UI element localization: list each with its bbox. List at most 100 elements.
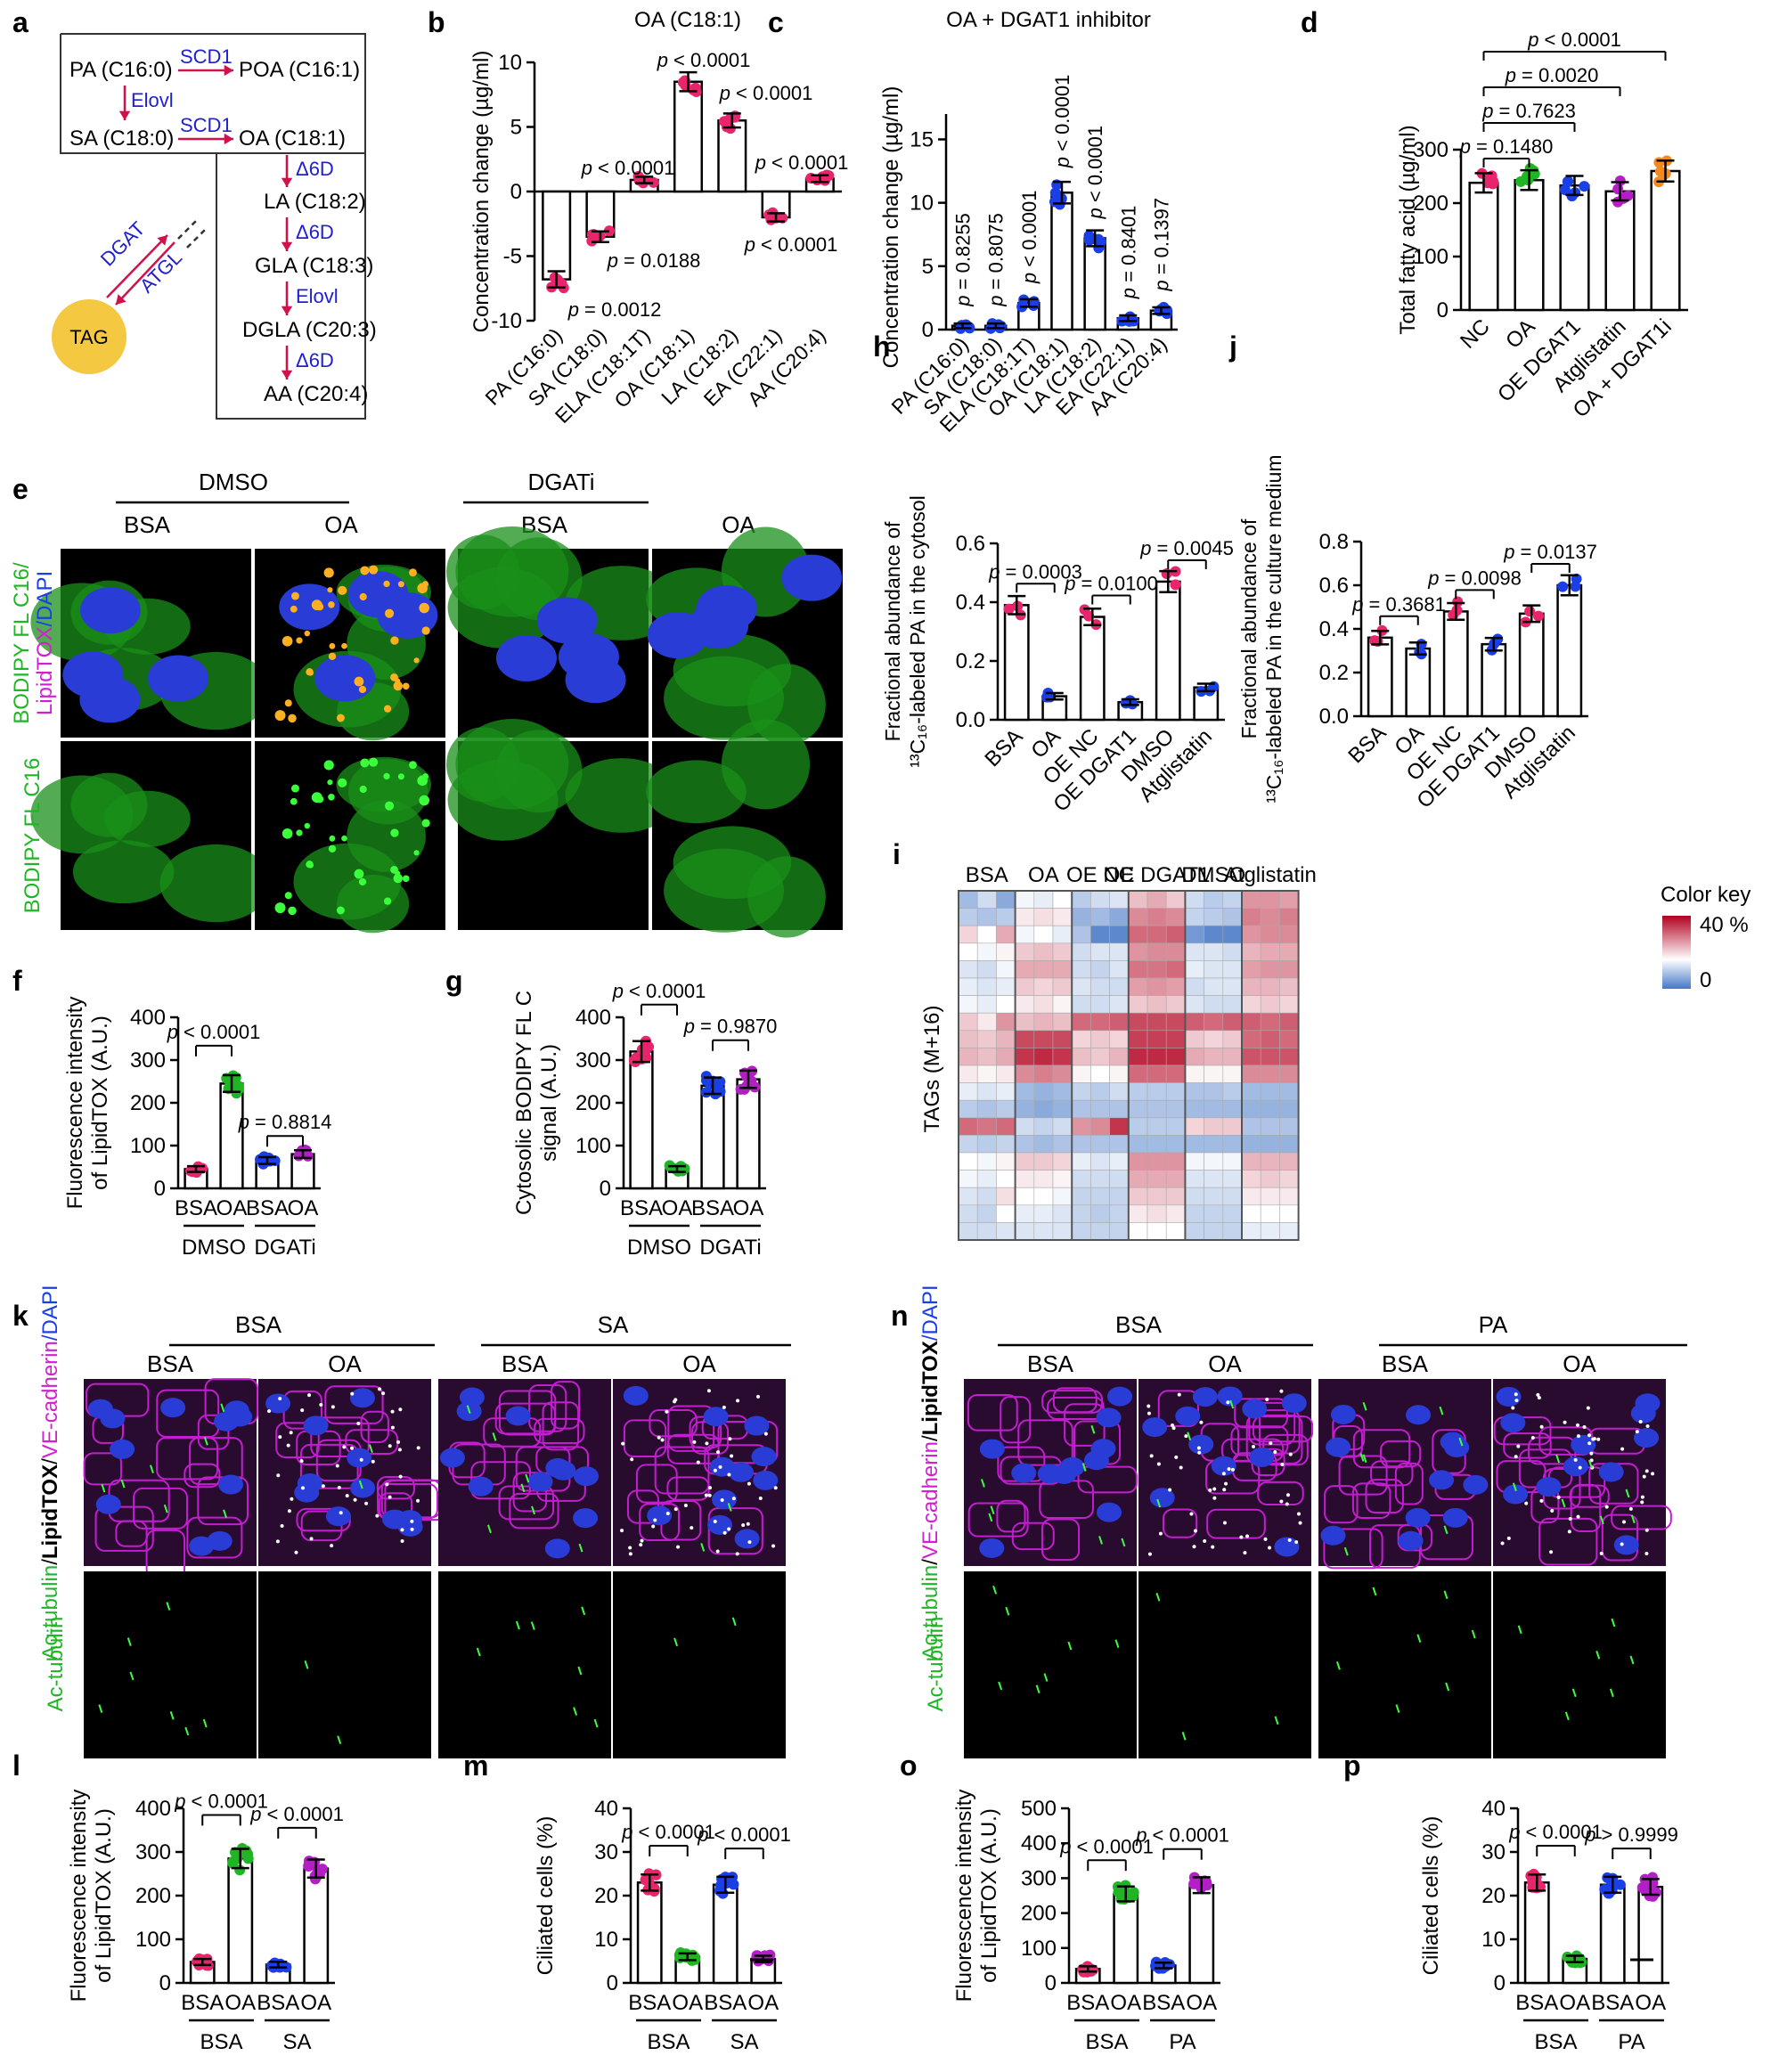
heatmap-cell [976,960,997,979]
heatmap-cell [1033,1082,1054,1101]
cell-junction [1047,1396,1105,1421]
heatmap-cell [1204,1012,1224,1032]
lipid-droplet [390,1425,395,1430]
group-label: SA [730,2030,758,2054]
lipid-droplet [720,1497,724,1502]
nucleus [314,655,376,702]
bar [636,1881,663,1985]
heatmap-cell [1165,1048,1186,1066]
micrographs-panel_k: BSA SA BSA OA BSA OA Ac-tubulin/LipidTOX/VE-ca… [38,1285,791,1962]
data-point [227,1856,239,1867]
nucleus [545,1457,571,1478]
p-value-label: p = 0.8401 [1117,206,1139,300]
y-tick-label: 10 [910,192,934,216]
pathway-node: OA (C18:1) [239,126,346,151]
nucleus [1635,1393,1661,1414]
heatmap-cell [1033,1222,1054,1241]
lipid-droplet [1279,1499,1284,1504]
cell-junction [197,1414,230,1450]
lipid-droplet [278,1435,282,1440]
cilium [1156,1498,1162,1508]
y-axis-label: Concentration change (µg/ml) [469,51,494,333]
cilium [1595,1651,1601,1660]
heatmap-cell [1241,1135,1261,1154]
nucleus [1634,1428,1660,1448]
lipid-droplet [393,873,404,884]
lipid-droplet [409,761,417,770]
cilium [149,1464,154,1474]
cell-junction [1162,1508,1198,1538]
heatmap-cell [1165,1222,1186,1241]
cilium [163,1504,168,1513]
cilium [1416,1634,1422,1644]
y-tick-label: 0.0 [1319,705,1349,729]
heatmap-cell [1128,1204,1148,1223]
lipid-droplet [360,566,370,575]
heatmap-cell [1222,977,1243,996]
heatmap-cell [1222,942,1243,961]
heatmap-cell [1071,1187,1091,1206]
heatmap-cell [1071,1030,1091,1048]
data-point [233,1083,245,1095]
heatmap-cell [976,977,997,996]
lipid-droplet [1575,1423,1579,1427]
data-point [1533,610,1545,622]
lipid-droplet [360,758,370,768]
heatmap-cell [1185,1152,1204,1171]
condition-label: BSA [124,511,171,538]
heatmap-cell [1279,890,1299,909]
heatmap-cell [1109,1099,1130,1119]
heatmap-cell [1279,1012,1299,1032]
x-tick-label: OA [1186,1991,1217,2015]
heatmap-cell [1241,890,1261,909]
lipid-droplet [1556,1495,1561,1499]
panel-letter-i: i [893,838,901,870]
heatmap-cell [1033,960,1054,979]
heatmap-cell [1204,1065,1224,1083]
cilium [304,1660,309,1669]
lipid-droplet [282,635,293,647]
lipid-droplet [713,1520,717,1524]
lipid-droplet [1227,1467,1231,1472]
lipid-droplet [378,1387,382,1391]
cilium [126,1637,132,1646]
cilium [487,1524,492,1534]
y-tick-label: 300 [575,1048,611,1073]
heatmap-cell [1165,1152,1186,1171]
row-label: LipidTOX/DAPI [33,571,57,715]
y-tick-label: 20 [1481,1884,1506,1908]
heatmap-cell [1222,1065,1243,1083]
heatmap-cell [1241,1030,1261,1048]
lipid-droplet [1582,1425,1587,1430]
lipid-droplet [350,1446,355,1450]
pathway-border [61,33,366,420]
p-value-label: p < 0.0001 [1051,75,1073,169]
heatmap-cell [1204,942,1224,961]
lipid-droplet [722,1405,726,1409]
heatmap-cell [996,1099,1016,1119]
cilium [1187,1432,1192,1440]
x-tick-label: OA [733,1196,764,1220]
lipid-droplet [1651,1472,1655,1476]
heatmap-cell [1147,1082,1167,1101]
heatmap-cell [1260,1099,1280,1119]
panel-letter-n: n [891,1300,909,1332]
cell-junction [1365,1479,1404,1514]
panel-letter-f: f [12,965,22,997]
nucleus [1326,1437,1351,1457]
heatmap-cell [1185,1187,1204,1206]
lipid-droplet [630,1457,634,1462]
group-label: BSA [1115,1311,1163,1338]
y-tick-label: 500 [1021,1797,1057,1821]
lipid-droplet [321,1484,325,1489]
bar [1518,612,1545,718]
nucleus [781,554,843,601]
lipid-droplet [291,784,299,793]
lipid-droplet [364,1501,369,1505]
cilium [1630,1514,1636,1524]
bar [1113,1892,1139,1985]
group-label: PA [1618,2030,1644,2054]
heatmap-cell [1033,942,1054,961]
heatmap-cell [1165,908,1186,926]
heatmap-cell [1222,1082,1243,1101]
